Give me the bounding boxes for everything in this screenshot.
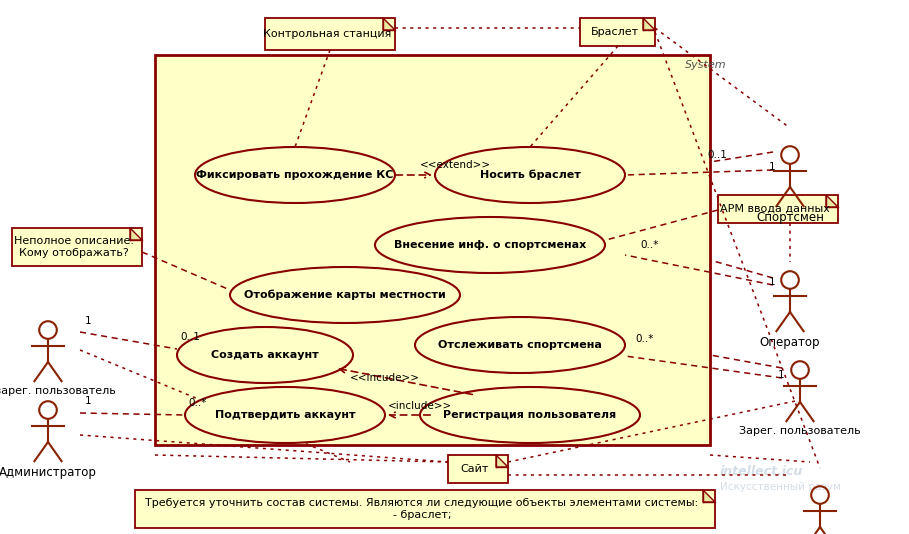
Polygon shape	[643, 18, 655, 30]
Polygon shape	[496, 455, 508, 467]
Text: Контрольная станция: Контрольная станция	[263, 29, 391, 39]
Text: <include>>: <include>>	[388, 401, 452, 411]
FancyBboxPatch shape	[155, 55, 710, 445]
Polygon shape	[718, 195, 838, 223]
Text: АРМ ввода данных: АРМ ввода данных	[720, 204, 830, 214]
Text: Оператор: Оператор	[760, 336, 820, 349]
Text: 0..*: 0..*	[640, 240, 658, 250]
Text: Отображение карты местности: Отображение карты местности	[245, 290, 446, 300]
Text: <<extend>>: <<extend>>	[419, 160, 491, 170]
Text: Отслеживать спортсмена: Отслеживать спортсмена	[438, 340, 602, 350]
Text: System: System	[685, 60, 726, 70]
Text: Требуется уточнить состав системы. Являются ли следующие объекты элементами сист: Требуется уточнить состав системы. Являю…	[145, 498, 699, 520]
Text: Носить браслет: Носить браслет	[480, 170, 581, 180]
Text: Внесение инф. о спортсменах: Внесение инф. о спортсменах	[394, 240, 586, 250]
Ellipse shape	[230, 267, 460, 323]
Ellipse shape	[420, 387, 640, 443]
Text: Неполное описание.
Кому отображать?: Неполное описание. Кому отображать?	[14, 236, 134, 258]
Text: Зарег. пользователь: Зарег. пользователь	[739, 426, 861, 436]
Text: Администратор: Администратор	[0, 466, 97, 479]
Ellipse shape	[435, 147, 625, 203]
Text: Спортсмен: Спортсмен	[756, 211, 824, 224]
Text: intellect.icu: intellect.icu	[720, 465, 804, 478]
Text: 0..1: 0..1	[707, 150, 727, 160]
Text: <<incude>>: <<incude>>	[350, 373, 420, 383]
Polygon shape	[265, 18, 395, 50]
Ellipse shape	[177, 327, 353, 383]
Text: 0..*: 0..*	[188, 398, 206, 408]
Polygon shape	[130, 228, 142, 240]
Ellipse shape	[375, 217, 605, 273]
Text: 0..1: 0..1	[180, 332, 200, 342]
Polygon shape	[580, 18, 655, 46]
Polygon shape	[448, 455, 508, 483]
Text: 1: 1	[778, 370, 784, 380]
Text: Сайт: Сайт	[461, 464, 489, 474]
Text: Подтвердить аккаунт: Подтвердить аккаунт	[215, 410, 355, 420]
Polygon shape	[383, 18, 395, 30]
Polygon shape	[703, 490, 715, 502]
Text: Создать аккаунт: Создать аккаунт	[211, 350, 319, 360]
Polygon shape	[135, 490, 715, 528]
Ellipse shape	[195, 147, 395, 203]
Text: Регистрация пользователя: Регистрация пользователя	[444, 410, 616, 420]
Polygon shape	[826, 195, 838, 207]
Polygon shape	[12, 228, 142, 266]
Ellipse shape	[185, 387, 385, 443]
Text: Незарег. пользователь: Незарег. пользователь	[0, 386, 115, 396]
Ellipse shape	[415, 317, 625, 373]
Text: 1: 1	[85, 316, 92, 326]
Text: 1: 1	[769, 277, 775, 287]
Text: 0..*: 0..*	[635, 334, 654, 344]
Text: 1: 1	[769, 162, 775, 172]
Text: Искусственный разум: Искусственный разум	[720, 482, 841, 492]
Text: Браслет: Браслет	[591, 27, 638, 37]
Text: Фиксировать прохождение КС: Фиксировать прохождение КС	[196, 170, 394, 180]
Text: 1: 1	[85, 396, 92, 406]
